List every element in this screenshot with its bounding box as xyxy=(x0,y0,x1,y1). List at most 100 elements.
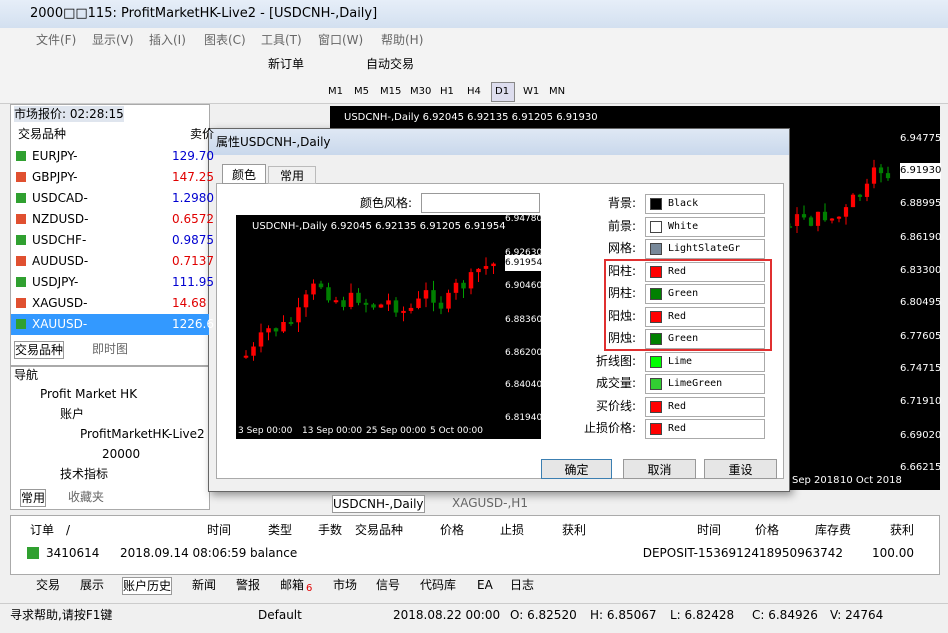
highlight-box xyxy=(604,259,772,351)
tree-item[interactable]: 20000 xyxy=(102,447,141,461)
status-field: 2018.08.22 00:00 xyxy=(393,608,501,622)
color-combo[interactable] xyxy=(645,306,765,327)
timeframe-button[interactable]: M5 xyxy=(354,86,369,97)
candle xyxy=(416,298,421,308)
timeframe-button[interactable]: H1 xyxy=(440,86,454,97)
menu-item[interactable]: 工具(T) xyxy=(261,33,302,47)
candle xyxy=(386,300,391,305)
color-combo[interactable] xyxy=(645,396,765,417)
chart-tab[interactable]: XAGUSD-,H1 xyxy=(452,496,528,510)
scheme-combo[interactable] xyxy=(421,193,540,213)
tree-item[interactable]: 账户 xyxy=(60,407,85,421)
timeframe-button[interactable]: W1 xyxy=(523,86,540,97)
cell: 3410614 xyxy=(46,546,100,560)
direction-icon xyxy=(16,235,26,245)
preview-price: 6.92630 xyxy=(505,248,543,258)
tab[interactable]: 警报 xyxy=(236,578,261,592)
color-combo[interactable] xyxy=(645,351,765,372)
color-combo[interactable] xyxy=(645,419,765,439)
symbol: AUDUSD- xyxy=(32,254,89,268)
preview-price: 6.88360 xyxy=(505,315,543,325)
column-header: 卖价 xyxy=(190,127,215,141)
color-combo[interactable] xyxy=(645,329,765,349)
tab[interactable]: 即时图 xyxy=(92,342,129,356)
direction-icon xyxy=(16,319,26,329)
tab[interactable]: 颜色 xyxy=(222,164,266,184)
tab[interactable]: 账户历史 xyxy=(122,577,173,595)
direction-icon xyxy=(16,172,26,182)
menu-item[interactable]: 文件(F) xyxy=(36,33,77,47)
color-combo[interactable] xyxy=(645,284,765,304)
tab[interactable]: 展示 xyxy=(80,578,105,592)
timeframe-button[interactable]: D1 xyxy=(495,86,510,97)
bid-price: 0.7137 xyxy=(172,254,214,268)
toolbar-button[interactable]: 自动交易 xyxy=(366,57,415,71)
color-name: Red xyxy=(668,423,687,434)
color-swatch xyxy=(650,423,662,435)
status-bar xyxy=(0,603,948,633)
window-title: 2000□□115: ProfitMarketHK-Live2 - [USDCN… xyxy=(30,6,378,21)
symbol: XAUUSD- xyxy=(32,317,88,331)
tab[interactable]: 市场 xyxy=(333,578,358,592)
tab[interactable]: 常用 xyxy=(20,489,47,507)
candle xyxy=(438,302,444,309)
color-combo[interactable] xyxy=(645,261,765,282)
color-combo[interactable] xyxy=(645,239,765,259)
tab[interactable]: 信号 xyxy=(376,578,401,592)
menu-item[interactable]: 窗口(W) xyxy=(318,33,364,47)
preview-date: 13 Sep 00:00 xyxy=(302,426,363,436)
timeframe-button[interactable]: MN xyxy=(549,86,566,97)
status-field: C: 6.84926 xyxy=(752,608,818,622)
toolbar-button[interactable]: 新订单 xyxy=(268,57,305,71)
color-combo[interactable] xyxy=(645,194,765,214)
tab[interactable]: 交易 xyxy=(36,578,61,592)
color-combo[interactable] xyxy=(645,216,765,237)
color-swatch xyxy=(650,220,662,233)
menu-item[interactable]: 插入(I) xyxy=(149,33,186,47)
preview-price: 6.94780 xyxy=(505,214,543,224)
candle xyxy=(341,300,346,307)
tab[interactable]: 代码库 xyxy=(420,578,457,592)
tab[interactable]: 交易品种 xyxy=(14,341,65,359)
setting-label: 阳烛: xyxy=(607,308,636,323)
tab[interactable]: 新闻 xyxy=(192,578,217,592)
row-icon xyxy=(27,547,39,559)
menu-item[interactable]: 图表(C) xyxy=(204,33,246,47)
color-name: White xyxy=(668,220,699,232)
candle xyxy=(393,300,399,313)
timeframe-button[interactable]: M1 xyxy=(328,86,343,97)
preview-price: 6.81940 xyxy=(505,413,543,423)
status-field: V: 24764 xyxy=(830,608,884,622)
menu-item[interactable]: 帮助(H) xyxy=(381,33,424,47)
candle xyxy=(453,282,459,293)
tree-item[interactable]: ProfitMarketHK-Live2 xyxy=(80,427,205,441)
tree-item[interactable]: 技术指标 xyxy=(60,467,109,481)
dialog-button[interactable]: 取消 xyxy=(623,459,696,479)
color-name: LimeGreen xyxy=(668,378,723,389)
tab[interactable]: EA xyxy=(477,578,493,592)
candle xyxy=(371,304,376,308)
color-swatch xyxy=(650,355,662,368)
dialog-button[interactable]: 重设 xyxy=(704,459,777,479)
cell: 100.00 xyxy=(872,546,914,560)
timeframe-button[interactable]: M30 xyxy=(410,86,432,97)
candle xyxy=(318,283,324,288)
timeframe-button[interactable]: M15 xyxy=(380,86,402,97)
dialog-button[interactable]: 确定 xyxy=(541,459,612,479)
tab[interactable]: 日志 xyxy=(510,578,535,592)
tab[interactable]: 收藏夹 xyxy=(68,490,105,504)
menu-item[interactable]: 显示(V) xyxy=(92,33,134,47)
tree-item[interactable]: Profit Market HK xyxy=(40,387,138,401)
price-label: 6.77605 xyxy=(900,331,942,342)
chart-tab[interactable]: USDCNH-,Daily xyxy=(332,495,425,513)
tab[interactable]: 邮箱 xyxy=(280,578,305,592)
candle xyxy=(836,216,842,219)
price-label: 6.86190 xyxy=(900,232,942,243)
setting-label: 止损价格: xyxy=(583,421,636,435)
symbol: USDCHF- xyxy=(32,233,87,247)
color-combo[interactable] xyxy=(645,374,765,394)
candle xyxy=(808,217,814,226)
timeframe-button[interactable]: H4 xyxy=(467,86,481,97)
tab[interactable]: 常用 xyxy=(268,166,316,184)
bid-price: 14.68 xyxy=(172,296,207,310)
